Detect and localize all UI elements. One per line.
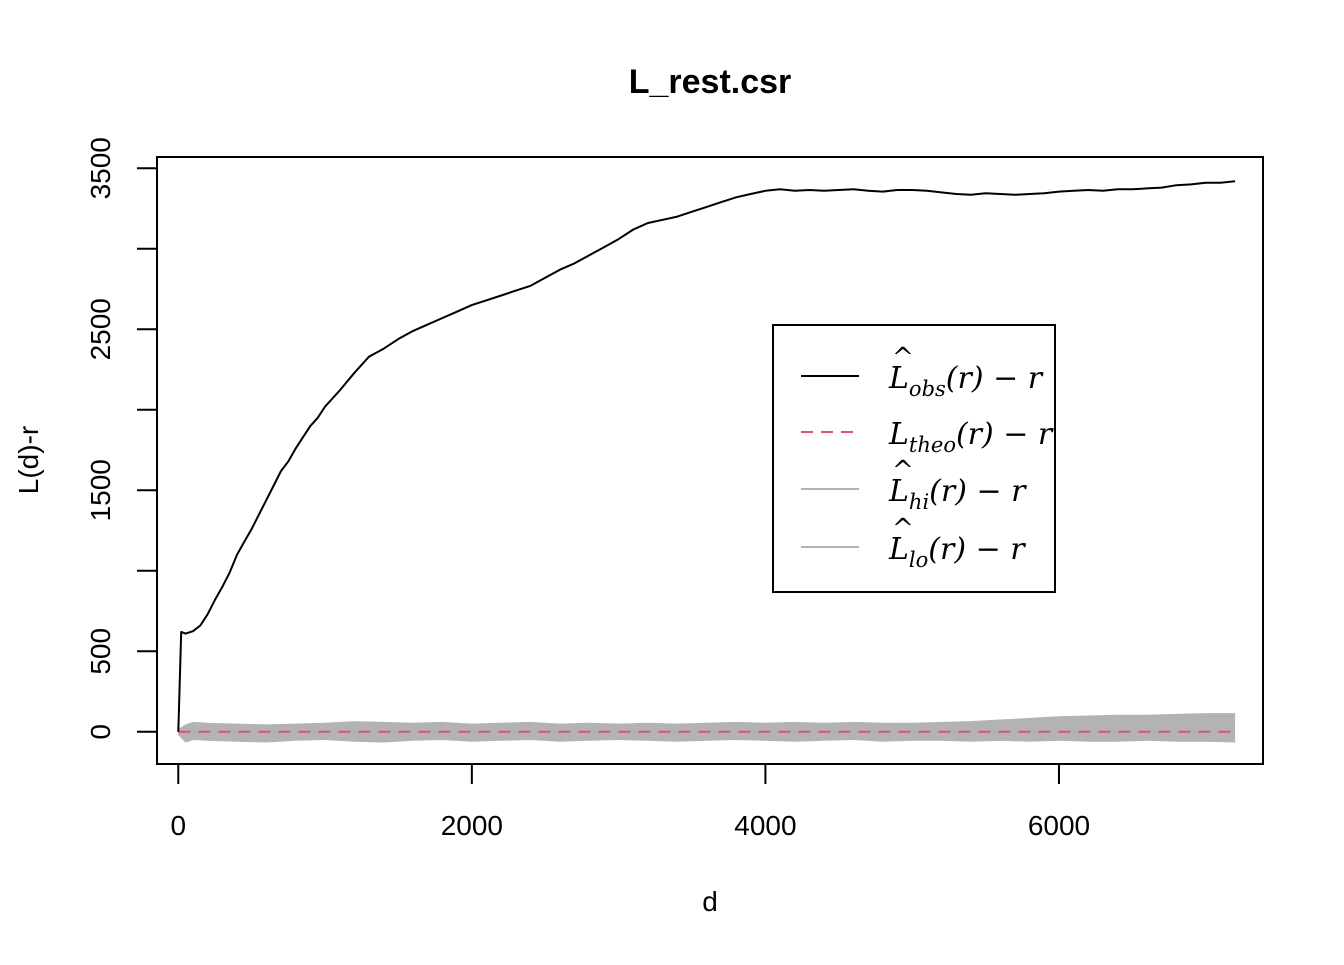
plot-frame [156, 156, 1264, 765]
chart-title: L_rest.csr [629, 63, 792, 101]
x-tick-label: 0 [170, 810, 186, 841]
legend-hat-obs: ^ [892, 343, 914, 373]
legend-label-theo: Ltheo(r) − r [888, 417, 1054, 457]
legend-label-obs: Lobs(r) − r [888, 361, 1044, 401]
legend-label-lo: Llo(r) − r [888, 532, 1026, 572]
legend-hat-lo: ^ [892, 514, 914, 544]
y-tick-label: 2500 [85, 298, 116, 360]
y-tick-label: 1500 [85, 459, 116, 521]
x-tick-label: 6000 [1028, 810, 1090, 841]
legend-label-hi: Lhi(r) − r [888, 474, 1027, 514]
y-tick-label: 500 [85, 628, 116, 675]
legend-hat-hi: ^ [892, 456, 914, 486]
x-axis-label: d [702, 886, 718, 917]
y-tick-label: 0 [85, 724, 116, 740]
series-line-lo [177, 732, 1236, 743]
envelope-band [178, 714, 1236, 742]
series-line-obs [177, 180, 1236, 732]
y-axis: 0 500 1500 2500 3500 [85, 137, 158, 740]
x-tick-label: 2000 [441, 810, 503, 841]
series-line-hi [177, 713, 1236, 732]
series-lines-group [177, 180, 1236, 743]
envelope-band-group [178, 714, 1236, 742]
x-tick-label: 4000 [734, 810, 796, 841]
y-axis-label: L(d)-r [13, 426, 44, 494]
y-tick-label: 3500 [85, 137, 116, 199]
x-axis: 0 2000 4000 6000 [170, 763, 1090, 841]
